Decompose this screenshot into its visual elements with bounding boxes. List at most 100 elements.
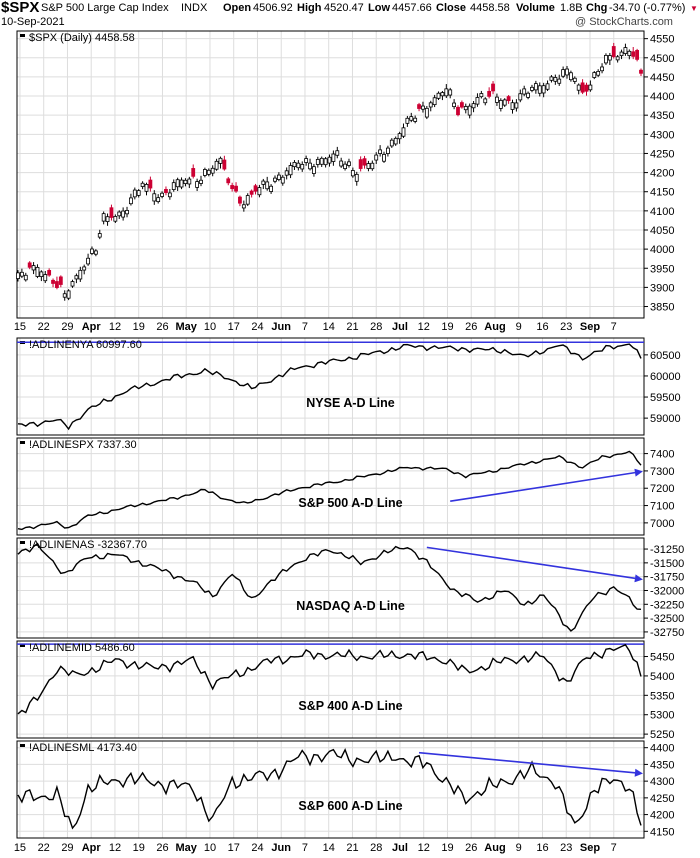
trend-line — [418, 751, 636, 774]
legend-swatch — [20, 34, 25, 37]
y-tick-label: 59500 — [650, 392, 681, 404]
candle-body — [222, 159, 227, 170]
candle-body — [144, 184, 149, 192]
legend-label: $SPX (Daily) 4458.58 — [29, 32, 135, 44]
y-tick-label: 4200 — [650, 810, 674, 822]
legend-label: !ADLINENYA 60997.60 — [29, 339, 142, 351]
candle-body — [300, 164, 305, 170]
x-tick-label: Sep — [580, 842, 600, 854]
candle-body — [397, 133, 402, 140]
candle-body — [179, 179, 184, 188]
y-tick-label: 4300 — [650, 129, 674, 141]
high-label: High — [297, 2, 322, 14]
candle-body — [495, 96, 499, 103]
y-tick-label: 4250 — [650, 793, 674, 805]
candle-body — [82, 266, 87, 271]
candle-body — [31, 265, 36, 271]
x-tick-label: 23 — [560, 842, 572, 854]
candle-body — [572, 77, 577, 82]
x-tick-label: 22 — [38, 321, 50, 333]
x-tick-label: 15 — [14, 321, 26, 333]
open-label: Open — [223, 2, 252, 14]
candle-body — [160, 192, 164, 197]
x-tick-label: Jul — [392, 842, 408, 854]
y-tick-label: 4400 — [650, 743, 674, 755]
panel-title: NASDAQ A-D Line — [296, 599, 405, 613]
candle-body — [615, 56, 620, 61]
candle-body — [296, 162, 301, 169]
candle-body — [245, 195, 250, 205]
candle-body — [514, 102, 519, 109]
candle-body — [479, 93, 484, 98]
candle-body — [304, 158, 309, 163]
y-tick-label: 7200 — [650, 483, 674, 495]
candle-body — [471, 103, 476, 109]
candle-body — [90, 248, 94, 254]
x-tick-label: 19 — [441, 321, 453, 333]
close-label: Close — [436, 2, 466, 14]
x-tick-label: 9 — [516, 321, 522, 333]
volume-value: 1.8B — [560, 2, 583, 14]
y-tick-label: 4350 — [650, 759, 674, 771]
candle-body — [238, 196, 242, 204]
x-tick-label: 21 — [346, 321, 358, 333]
x-tick-label: 26 — [156, 321, 168, 333]
candle-body — [312, 166, 316, 174]
candle-body — [136, 190, 141, 196]
exchange-label: INDX — [181, 2, 208, 14]
y-tick-label: 60500 — [650, 350, 681, 362]
candle-body — [319, 157, 324, 165]
candle-body — [498, 99, 503, 109]
candle-body — [276, 174, 281, 180]
candle-body — [354, 173, 359, 182]
candle-body — [452, 102, 457, 108]
candle-body — [506, 96, 511, 102]
candle-body — [249, 190, 254, 195]
candle-body — [580, 82, 585, 93]
panel-frame — [16, 740, 645, 839]
chart-panel — [16, 437, 648, 536]
candle-body — [55, 281, 59, 288]
candle-body — [164, 189, 168, 193]
panel-title: NYSE A-D Line — [306, 396, 394, 410]
candle-body — [584, 84, 589, 92]
candle-body — [261, 180, 266, 185]
y-tick-label: 5250 — [650, 729, 674, 741]
candle-body — [167, 192, 172, 198]
candle-body — [409, 116, 414, 121]
trend-line — [450, 471, 636, 503]
x-tick-label: 14 — [323, 842, 335, 854]
y-tick-label: 7100 — [650, 501, 674, 513]
candle-body — [35, 266, 40, 277]
trend-line — [426, 546, 636, 580]
candle-body — [273, 177, 277, 182]
candle-body — [195, 181, 200, 188]
candle-body — [210, 167, 215, 174]
panel-frame — [16, 537, 645, 639]
candle-body — [510, 102, 515, 110]
panel-frame — [16, 30, 645, 319]
candle-body — [440, 92, 445, 97]
y-tick-label: -31750 — [650, 572, 684, 584]
x-tick-label: 7 — [302, 842, 308, 854]
candle-body — [541, 85, 546, 94]
series-line — [17, 343, 642, 431]
x-tick-label: 21 — [346, 842, 358, 854]
candle-body — [393, 137, 398, 145]
panel-frame — [16, 437, 645, 536]
y-tick-label: 4400 — [650, 91, 674, 103]
candle-body — [66, 290, 71, 299]
x-tick-label: 19 — [133, 321, 145, 333]
candle-body — [339, 160, 344, 167]
candle-body — [436, 92, 441, 99]
candle-body — [444, 88, 449, 97]
candle-body — [280, 176, 285, 184]
candle-body — [74, 275, 79, 280]
candle-body — [148, 179, 153, 189]
x-tick-label: 9 — [516, 842, 522, 854]
y-tick-label: 4050 — [650, 225, 674, 237]
candle-body — [19, 271, 24, 277]
y-tick-label: 4150 — [650, 187, 674, 199]
y-tick-label: 3950 — [650, 263, 674, 275]
x-tick-label: 22 — [38, 842, 50, 854]
